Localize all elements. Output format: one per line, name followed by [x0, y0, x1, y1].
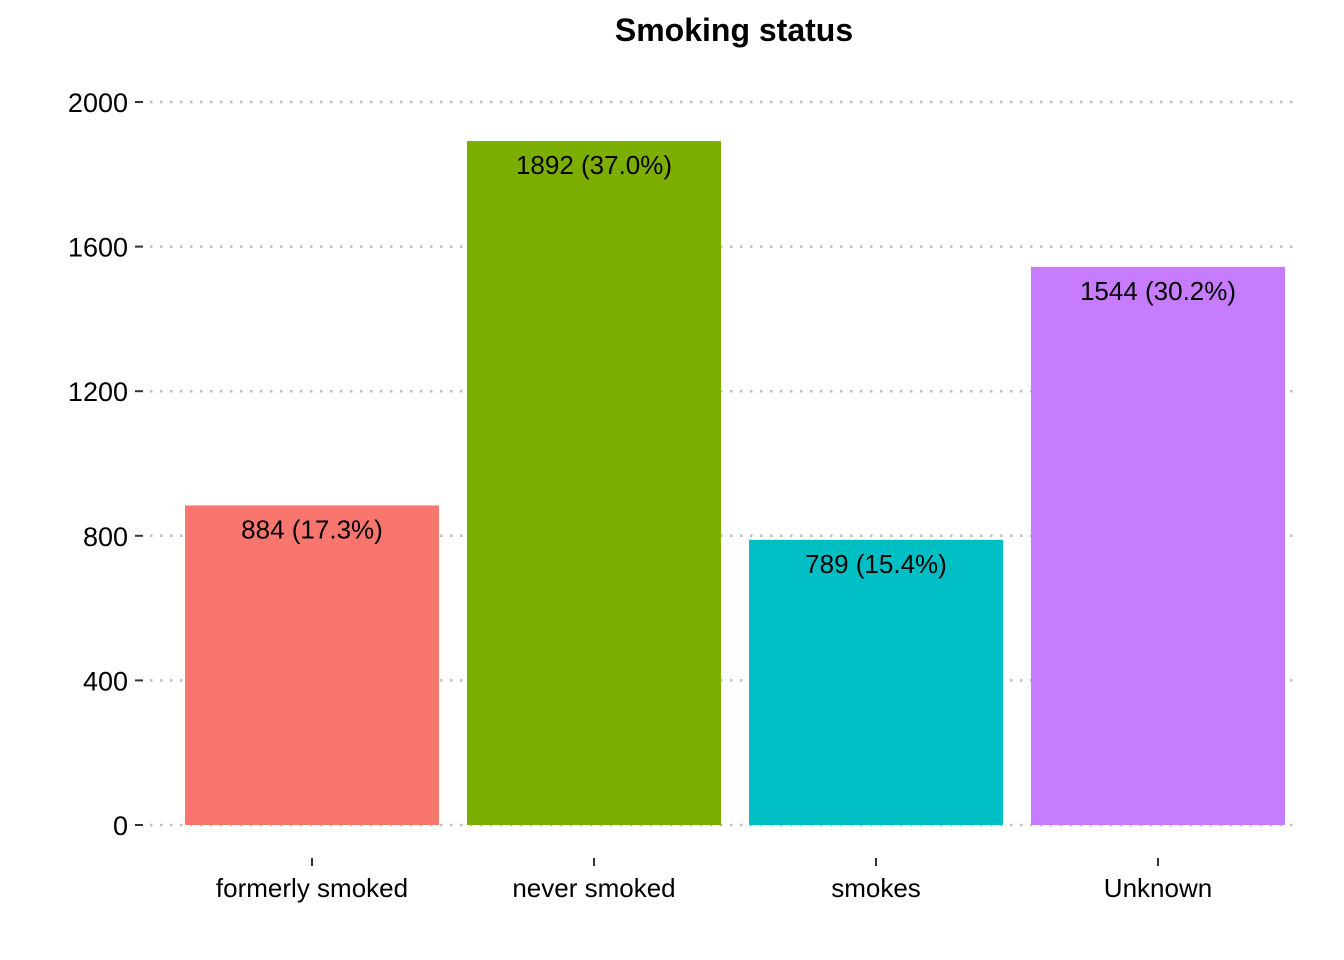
- x-tick-label: smokes: [831, 873, 921, 903]
- y-tick-label: 400: [83, 666, 128, 696]
- bar: [185, 505, 439, 825]
- y-tick-label: 0: [113, 811, 128, 841]
- bar: [467, 141, 721, 826]
- x-axis: formerly smoked never smoked smokes Unknown: [216, 858, 1212, 903]
- bar: [1031, 266, 1285, 825]
- data-label: 1892 (37.0%): [516, 150, 672, 180]
- bars: 884 (17.3%) 1892 (37.0%) 789 (15.4%) 1544 (…: [185, 141, 1285, 826]
- x-tick-label: formerly smoked: [216, 873, 408, 903]
- bar: [749, 539, 1003, 825]
- y-tick-label: 2000: [68, 88, 128, 118]
- x-tick-label: never smoked: [512, 873, 675, 903]
- y-tick-label: 1200: [68, 377, 128, 407]
- data-label: 789 (15.4%): [805, 549, 947, 579]
- data-label: 884 (17.3%): [241, 514, 383, 544]
- x-tick-label: Unknown: [1104, 873, 1212, 903]
- y-tick-label: 1600: [68, 233, 128, 263]
- data-label: 1544 (30.2%): [1080, 276, 1236, 306]
- y-tick-label: 800: [83, 522, 128, 552]
- y-axis: 0 400 800 1200 1600 2000: [68, 88, 143, 841]
- chart-title: Smoking status: [615, 12, 853, 48]
